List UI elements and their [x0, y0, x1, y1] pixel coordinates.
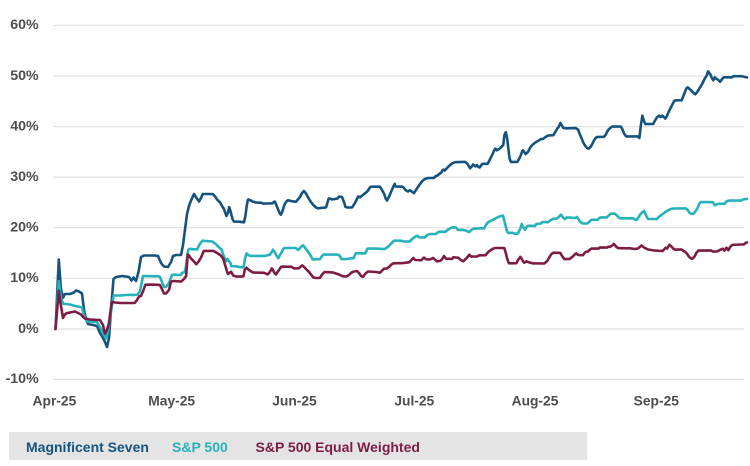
svg-text:Aug-25: Aug-25 — [512, 393, 559, 408]
svg-text:10%: 10% — [10, 270, 39, 286]
svg-text:Jun-25: Jun-25 — [272, 393, 317, 408]
svg-text:S&P 500: S&P 500 — [172, 439, 228, 455]
svg-text:40%: 40% — [10, 118, 39, 134]
svg-text:30%: 30% — [10, 169, 39, 185]
svg-text:May-25: May-25 — [148, 393, 195, 408]
svg-text:Sep-25: Sep-25 — [634, 393, 680, 408]
svg-text:S&P 500 Equal Weighted: S&P 500 Equal Weighted — [256, 439, 420, 455]
svg-text:50%: 50% — [10, 68, 39, 84]
svg-text:0%: 0% — [18, 321, 39, 337]
svg-text:Magnificent Seven: Magnificent Seven — [26, 439, 149, 455]
svg-text:-10%: -10% — [6, 371, 40, 387]
svg-text:Jul-25: Jul-25 — [394, 393, 434, 408]
svg-text:20%: 20% — [10, 220, 39, 236]
svg-text:60%: 60% — [10, 17, 39, 33]
svg-text:Apr-25: Apr-25 — [33, 393, 77, 408]
